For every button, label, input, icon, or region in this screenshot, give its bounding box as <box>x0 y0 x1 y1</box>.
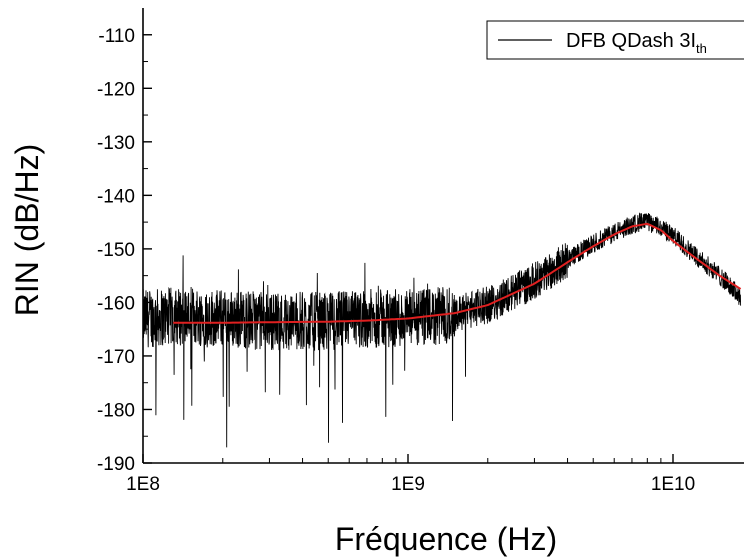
legend-label-main: DFB QDash 3I <box>566 30 696 52</box>
y-tick-label: -170 <box>97 347 135 368</box>
fit-curve-line <box>173 222 742 324</box>
x-axis-title: Fréquence (Hz) <box>335 521 557 557</box>
x-tick-label: 1E9 <box>391 474 425 495</box>
measured-rin-line <box>142 212 742 448</box>
y-tick-label: -190 <box>97 454 135 475</box>
x-tick-label: 1E8 <box>126 474 160 495</box>
plot-area <box>142 212 742 448</box>
y-axis-title: RIN (dB/Hz) <box>9 144 45 316</box>
legend-label-subscript: th <box>696 41 707 56</box>
y-tick-label: -110 <box>98 26 135 47</box>
y-tick-label: -130 <box>97 133 135 154</box>
x-tick-label: 1E10 <box>651 474 695 495</box>
y-tick-label: -120 <box>97 79 135 100</box>
y-tick-label: -160 <box>97 293 135 314</box>
y-tick-label: -140 <box>97 186 135 207</box>
legend-label: DFB QDash 3Ith <box>566 30 707 56</box>
y-tick-label: -150 <box>97 240 135 261</box>
y-tick-label: -180 <box>97 400 135 421</box>
series-layer <box>142 212 742 448</box>
legend: DFB QDash 3Ith <box>486 20 744 60</box>
